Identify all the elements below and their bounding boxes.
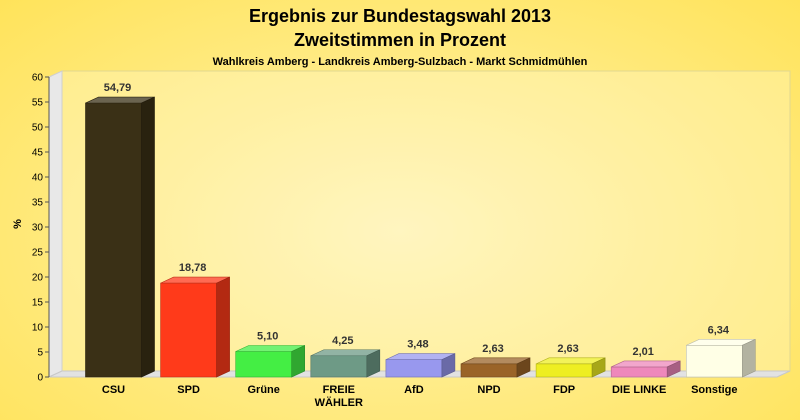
data-label: 6,34 xyxy=(708,324,730,336)
x-tick-label: NPD xyxy=(477,384,500,396)
y-tick-label: 40 xyxy=(32,173,44,184)
chart-subtitle: Wahlkreis Amberg - Landkreis Amberg-Sulz… xyxy=(213,56,588,68)
side-wall xyxy=(48,70,63,378)
data-label: 5,10 xyxy=(257,331,278,343)
bar-side xyxy=(366,349,381,378)
x-tick-label: DIE LINKE xyxy=(612,384,666,396)
y-axis-label: % xyxy=(12,219,24,229)
x-tick-label: WÄHLER xyxy=(315,396,363,409)
x-tick-label: AfD xyxy=(404,384,424,396)
bar-side xyxy=(216,276,230,378)
bar-front xyxy=(310,355,368,378)
y-tick-label: 45 xyxy=(32,148,44,159)
chart-title-line2: Zweitstimmen in Prozent xyxy=(294,30,506,50)
chart-title: Ergebnis zur Bundestagswahl 2013 xyxy=(249,6,551,26)
y-tick-label: 20 xyxy=(32,273,44,284)
y-tick-label: 35 xyxy=(32,198,44,209)
x-tick-label: Grüne xyxy=(247,384,279,396)
data-label: 54,79 xyxy=(104,82,132,94)
data-label: 2,01 xyxy=(632,346,653,358)
y-tick-label: 5 xyxy=(37,348,43,359)
data-label: 2,63 xyxy=(557,343,578,355)
y-tick-label: 30 xyxy=(32,223,44,234)
bar-side xyxy=(291,345,306,378)
y-tick-label: 25 xyxy=(32,248,44,259)
bar-front xyxy=(160,282,217,378)
x-tick-label: FREIE xyxy=(323,384,355,396)
y-tick-label: 15 xyxy=(32,298,44,309)
x-tick-label: Sonstige xyxy=(691,384,737,396)
plot-area: 0 5 10 15 20 25 30 35 40 45 50 55 60 54,79 CSU 18,78 SPD… xyxy=(32,70,791,409)
bar-front xyxy=(460,363,518,378)
bar-side xyxy=(591,357,606,378)
y-tick-label: 50 xyxy=(32,123,44,134)
bar-side xyxy=(516,357,531,378)
data-label: 2,63 xyxy=(482,343,503,355)
x-tick-label: SPD xyxy=(177,384,200,396)
y-tick-label: 60 xyxy=(32,73,44,84)
bar-side xyxy=(666,360,681,378)
x-tick-label: CSU xyxy=(102,384,125,396)
bar-side xyxy=(441,353,456,378)
data-label: 4,25 xyxy=(332,335,353,347)
data-label: 18,78 xyxy=(179,262,207,274)
bar-front xyxy=(535,363,593,378)
y-tick-label: 55 xyxy=(32,98,44,109)
y-tick-label: 0 xyxy=(37,373,43,384)
bar-side xyxy=(741,338,756,378)
bar-front xyxy=(85,102,142,378)
x-tick-label: FDP xyxy=(553,384,575,396)
bar-front xyxy=(235,351,292,378)
data-label: 3,48 xyxy=(407,339,428,351)
bar-front xyxy=(610,366,668,378)
bar-side xyxy=(141,96,155,378)
y-tick-label: 10 xyxy=(32,323,44,334)
bar-front xyxy=(685,344,743,378)
bar-front xyxy=(385,359,443,378)
